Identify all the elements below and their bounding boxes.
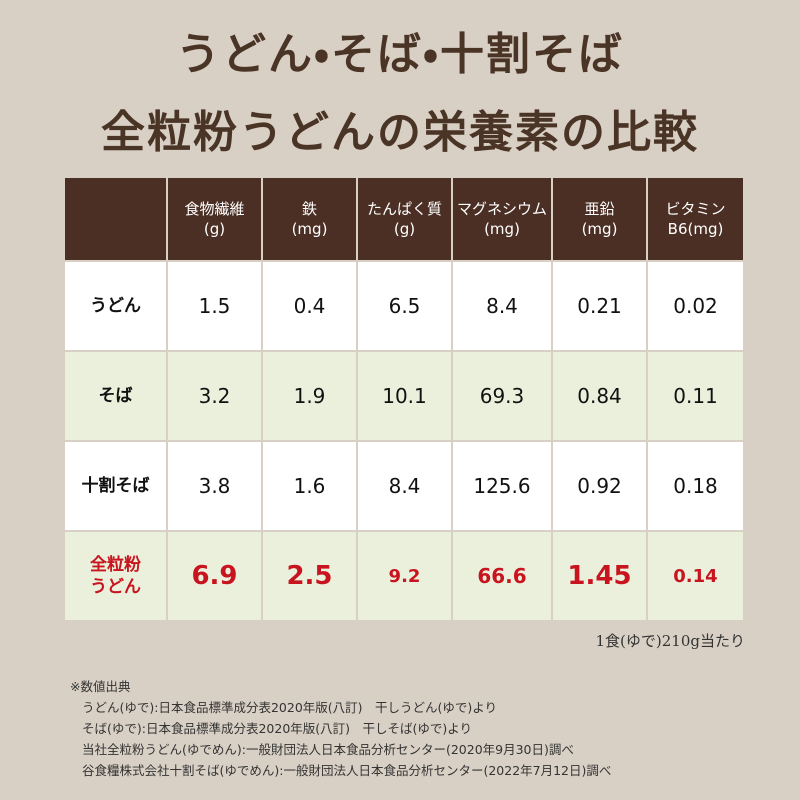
value-cell: 9.2 [358,532,453,622]
value-cell: 3.8 [168,442,263,532]
value-cell: 2.5 [263,532,358,622]
row-label: 全粒粉 うどん [65,532,168,622]
header-text: B6(mg) [667,220,724,238]
row-label: そば [65,352,168,442]
header-text: マグネシウム [456,200,547,218]
source-line: うどん(ゆで):日本食品標準成分表2020年版(八訂) 干しうどん(ゆで)より [82,700,498,715]
value-cell: 10.1 [358,352,453,442]
source-line: 当社全粒粉うどん(ゆでめん):一般財団法人日本食品分析センター(2020年9月3… [82,742,574,757]
column-header: たんぱく質 (g) [358,178,453,262]
header-text: 亜鉛 [584,200,615,218]
header-text: (mg) [581,220,618,238]
header-text: (g) [393,220,416,238]
value-cell: 125.6 [453,442,553,532]
header-text: (mg) [291,220,328,238]
value-cell: 69.3 [453,352,553,442]
value-cell: 0.02 [648,262,745,352]
header-text: 食物繊維 [184,200,245,218]
value-cell: 8.4 [358,442,453,532]
title-line: 全粒粉うどんの栄養素の比較 [101,107,699,158]
value-cell: 1.9 [263,352,358,442]
sources: ※数値出典 うどん(ゆで):日本食品標準成分表2020年版(八訂) 干しうどん(… [70,676,611,781]
row-label: 十割そば [65,442,168,532]
value-cell: 0.92 [553,442,648,532]
header-text: (g) [203,220,226,238]
value-cell: 6.9 [168,532,263,622]
value-cell: 8.4 [453,262,553,352]
label-text: うどん [90,577,141,597]
sources-heading: ※数値出典 [70,679,131,694]
column-header: ビタミン B6(mg) [648,178,745,262]
value-cell: 0.4 [263,262,358,352]
value-cell: 1.45 [553,532,648,622]
nutrition-table: 食物繊維 (g) 鉄 (mg) たんぱく質 (g) マグネシウム (mg) 亜鉛 (mg) ビタミン… [65,178,745,622]
value-cell: 3.2 [168,352,263,442]
header-text: ビタミン [665,200,726,218]
value-cell: 0.21 [553,262,648,352]
column-header: 亜鉛 (mg) [553,178,648,262]
source-line: そば(ゆで):日本食品標準成分表2020年版(八訂) 干しそば(ゆで)より [82,721,473,736]
header-text: 鉄 [301,200,317,218]
value-cell: 1.5 [168,262,263,352]
header-text: (mg) [484,220,520,238]
value-cell: 6.5 [358,262,453,352]
label-text: うどん [90,296,141,316]
row-label: うどん [65,262,168,352]
value-cell: 66.6 [453,532,553,622]
value-cell: 0.18 [648,442,745,532]
corner-cell [65,178,168,262]
value-cell: 0.11 [648,352,745,442]
column-header: 食物繊維 (g) [168,178,263,262]
label-text: そば [98,386,133,406]
value-cell: 1.6 [263,442,358,532]
source-line: 谷食糧株式会社十割そば(ゆでめん):一般財団法人日本食品分析センター(2022年… [82,763,612,778]
label-text: 全粒粉 [90,555,141,575]
title-line: うどん・そば・十割そば [176,29,624,80]
column-header: 鉄 (mg) [263,178,358,262]
header-text: たんぱく質 [366,200,442,218]
serving-note: 1食(ゆで)210g当たり [595,632,745,650]
column-header: マグネシウム (mg) [453,178,553,262]
label-text: 十割そば [81,476,150,496]
value-cell: 0.84 [553,352,648,442]
value-cell: 0.14 [648,532,745,622]
